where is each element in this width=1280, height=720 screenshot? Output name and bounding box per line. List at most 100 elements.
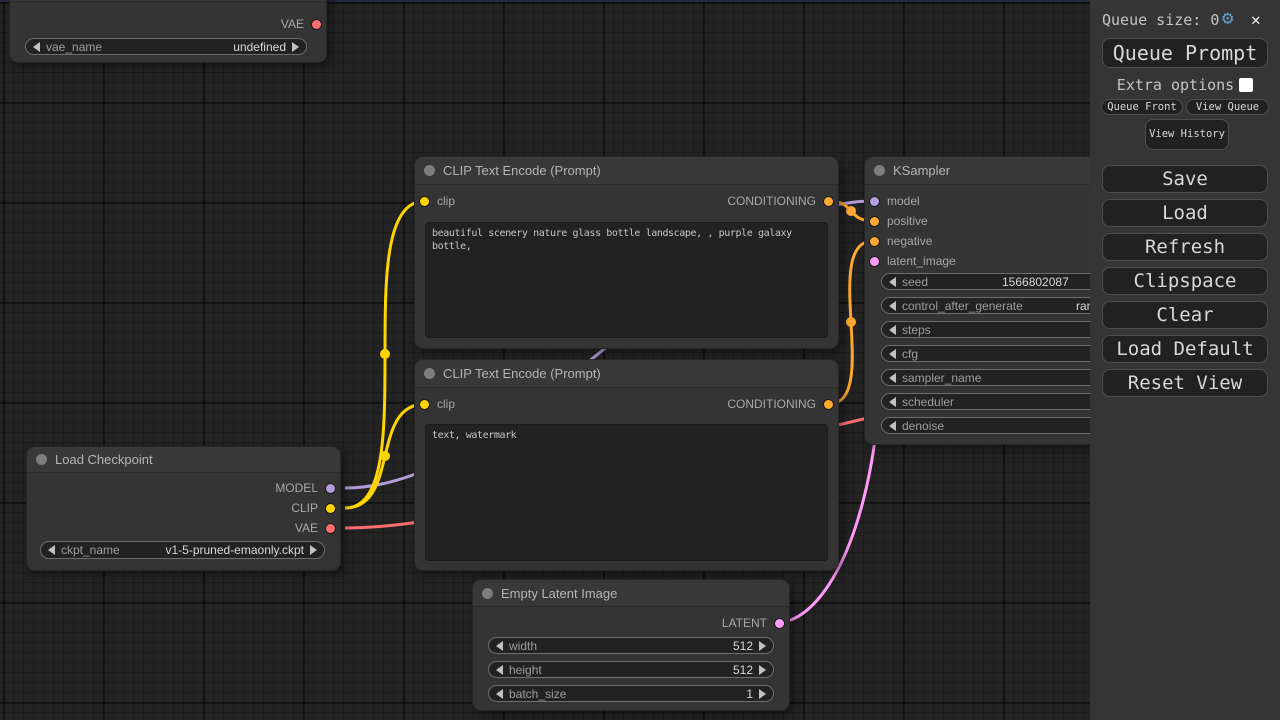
output-port-clip[interactable]: CLIP [27, 498, 340, 518]
widget-decrement-icon[interactable] [889, 300, 896, 311]
port-dot-latent[interactable] [775, 618, 784, 628]
input-port-positive[interactable]: positive [865, 211, 1130, 231]
widget-decrement-icon[interactable] [889, 348, 896, 359]
widget-decrement-icon[interactable] [889, 372, 896, 383]
node-title-bar[interactable]: Load Checkpoint [27, 447, 340, 473]
collapse-dot-icon[interactable] [874, 165, 885, 176]
port-dot-conditioning[interactable] [824, 196, 833, 206]
widget-value: 512 [732, 662, 753, 677]
port-dot-clip[interactable] [420, 196, 429, 206]
port-dot-conditioning[interactable] [824, 399, 833, 409]
node-title-bar[interactable]: CLIP Text Encode (Prompt) [415, 360, 838, 388]
widget-decrement-icon[interactable] [496, 640, 503, 651]
widget-decrement-icon[interactable] [33, 41, 40, 52]
close-icon[interactable]: ✕ [1251, 10, 1261, 29]
port-dot-vae[interactable] [312, 19, 321, 29]
load-button[interactable]: Load [1102, 199, 1268, 227]
batch-size-widget[interactable]: batch_size 1 [488, 685, 774, 702]
input-port-clip[interactable]: clip [415, 191, 627, 211]
refresh-button[interactable]: Refresh [1102, 233, 1268, 261]
sampler-name-widget[interactable]: sampler_name [881, 369, 1121, 386]
port-dot-conditioning[interactable] [870, 216, 879, 226]
settings-gear-icon[interactable]: ⚙ [1222, 7, 1234, 29]
node-title: CLIP Text Encode (Prompt) [443, 163, 601, 178]
cfg-widget[interactable]: cfg [881, 345, 1121, 362]
collapse-dot-icon[interactable] [482, 587, 493, 599]
port-dot-latent[interactable] [870, 256, 879, 266]
node-load-checkpoint[interactable]: Load Checkpoint MODEL CLIP VAE ckpt_name… [27, 447, 340, 570]
port-label: LATENT [721, 616, 767, 630]
widget-decrement-icon[interactable] [889, 396, 896, 407]
seed-widget[interactable]: seed 1566802087 [881, 273, 1121, 290]
widget-increment-icon[interactable] [759, 640, 766, 651]
node-title: CLIP Text Encode (Prompt) [443, 366, 601, 381]
collapse-dot-icon[interactable] [424, 368, 435, 379]
collapse-dot-icon[interactable] [424, 165, 435, 176]
port-label: MODEL [275, 481, 318, 495]
denoise-widget[interactable]: denoise [881, 417, 1121, 434]
widget-decrement-icon[interactable] [889, 324, 896, 335]
node-load-vae[interactable]: VAE vae_name undefined [10, 0, 326, 62]
steps-widget[interactable]: steps [881, 321, 1121, 338]
port-dot-model[interactable] [326, 483, 335, 493]
port-dot-vae[interactable] [326, 523, 335, 533]
output-port-conditioning[interactable]: CONDITIONING [627, 191, 839, 211]
node-clip-text-encode-positive[interactable]: CLIP Text Encode (Prompt) clip CONDITION… [415, 157, 838, 348]
clipspace-button[interactable]: Clipspace [1102, 267, 1268, 295]
widget-label: cfg [902, 346, 919, 361]
ckpt-name-widget[interactable]: ckpt_name v1-5-pruned-emaonly.ckpt [40, 541, 325, 559]
widget-increment-icon[interactable] [292, 41, 299, 52]
load-default-button[interactable]: Load Default [1102, 335, 1268, 363]
width-widget[interactable]: width 512 [488, 637, 774, 654]
prompt-textarea[interactable]: text, watermark [425, 424, 828, 561]
port-dot-clip[interactable] [420, 399, 429, 409]
clear-button[interactable]: Clear [1102, 301, 1268, 329]
widget-decrement-icon[interactable] [496, 688, 503, 699]
widget-increment-icon[interactable] [759, 664, 766, 675]
collapse-dot-icon[interactable] [36, 454, 47, 465]
widget-value: 1 [746, 686, 753, 701]
view-history-button[interactable]: View History [1145, 119, 1229, 150]
prompt-textarea[interactable]: beautiful scenery nature glass bottle la… [425, 222, 828, 338]
extra-options-checkbox[interactable] [1239, 78, 1254, 92]
output-port-conditioning[interactable]: CONDITIONING [627, 394, 839, 414]
control-after-generate-widget[interactable]: control_after_generate randomize [881, 297, 1121, 314]
node-clip-text-encode-negative[interactable]: CLIP Text Encode (Prompt) clip CONDITION… [415, 360, 838, 570]
input-port-clip[interactable]: clip [415, 394, 627, 414]
node-empty-latent-image[interactable]: Empty Latent Image LATENT width 512 heig… [473, 580, 789, 710]
node-title-bar[interactable]: Empty Latent Image [473, 580, 789, 607]
widget-label: denoise [902, 418, 945, 433]
port-dot-model[interactable] [870, 196, 879, 206]
reset-view-button[interactable]: Reset View [1102, 369, 1268, 397]
input-port-model[interactable]: model [865, 191, 1130, 211]
queue-front-button[interactable]: Queue Front [1101, 99, 1183, 115]
port-label: clip [437, 397, 456, 411]
output-port-model[interactable]: MODEL [27, 478, 340, 498]
widget-label: batch_size [509, 686, 567, 701]
widget-increment-icon[interactable] [759, 688, 766, 699]
widget-decrement-icon[interactable] [889, 420, 896, 431]
node-title-bar[interactable]: CLIP Text Encode (Prompt) [415, 157, 838, 185]
height-widget[interactable]: height 512 [488, 661, 774, 678]
node-title-bar[interactable]: KSampler [865, 157, 1130, 185]
view-queue-button[interactable]: View Queue [1186, 99, 1269, 115]
widget-decrement-icon[interactable] [496, 664, 503, 675]
queue-prompt-button[interactable]: Queue Prompt [1102, 38, 1268, 68]
extra-options-row: Extra options [1090, 76, 1280, 94]
input-port-negative[interactable]: negative [865, 231, 1130, 251]
port-dot-conditioning[interactable] [870, 236, 879, 246]
widget-decrement-icon[interactable] [889, 276, 896, 287]
output-port-vae[interactable]: VAE [27, 518, 340, 538]
port-label: VAE [280, 17, 304, 31]
save-button[interactable]: Save [1102, 165, 1268, 193]
scheduler-widget[interactable]: scheduler [881, 393, 1121, 410]
widget-increment-icon[interactable] [310, 545, 317, 555]
node-title-bar[interactable] [10, 0, 326, 2]
port-dot-clip[interactable] [326, 503, 335, 513]
vae-name-widget[interactable]: vae_name undefined [25, 38, 307, 55]
output-port-vae[interactable]: VAE [10, 14, 326, 34]
output-port-latent[interactable]: LATENT [473, 613, 789, 633]
widget-decrement-icon[interactable] [48, 545, 55, 555]
